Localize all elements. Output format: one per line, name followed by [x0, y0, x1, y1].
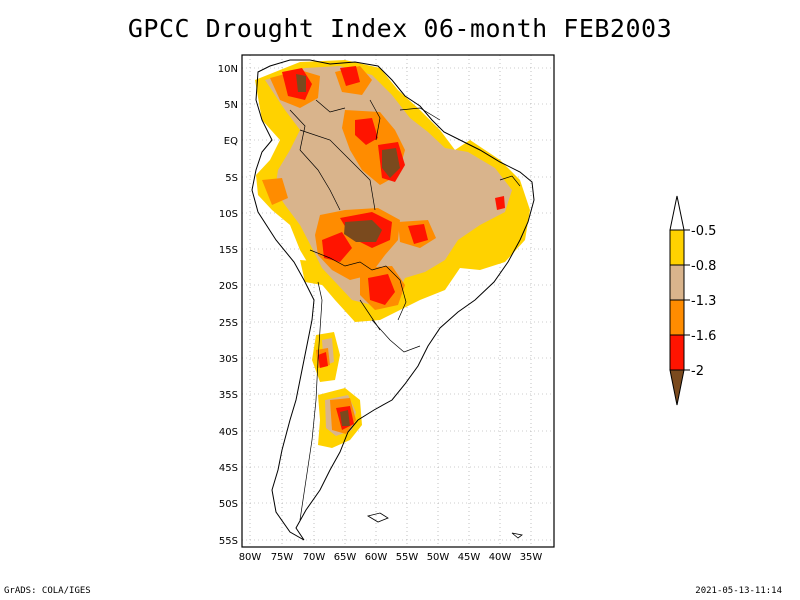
- lon-label-55w: 55W: [396, 552, 419, 563]
- footer-timestamp: 2021-05-13-11:14: [695, 586, 782, 596]
- colorbar-label-3: -1.6: [691, 329, 716, 344]
- colorbar-label-0: -0.5: [691, 224, 716, 239]
- lat-axis: 10N 5N EQ 5S 10S 15S 20S 25S 30S 35S 40S…: [218, 64, 238, 547]
- drought-shading-brown: [296, 74, 400, 426]
- lon-label-40w: 40W: [489, 552, 512, 563]
- map-title: GPCC Drought Index 06-month FEB2003: [127, 14, 673, 43]
- country-borders: [289, 99, 521, 521]
- colorbar-swatch-tan: [669, 264, 685, 301]
- lon-axis: 80W 75W 70W 65W 60W 55W 50W 45W 40W 35W: [239, 552, 543, 563]
- colorbar-label-1: -0.8: [691, 259, 716, 274]
- lat-label-10s: 10S: [219, 209, 238, 220]
- lat-label-25s: 25S: [219, 318, 238, 329]
- lat-label-10n: 10N: [218, 64, 238, 75]
- colorbar-swatch-yellow: [669, 229, 685, 266]
- lat-label-20s: 20S: [219, 281, 238, 292]
- colorbar-cap-bottom: [669, 369, 685, 406]
- south-georgia: [511, 532, 523, 539]
- colorbar-label-4: -2: [691, 364, 704, 379]
- lon-label-50w: 50W: [427, 552, 450, 563]
- lat-label-45s: 45S: [219, 463, 238, 474]
- lon-label-60w: 60W: [365, 552, 388, 563]
- lat-label-15s: 15S: [219, 245, 238, 256]
- continent-outline: [251, 59, 535, 541]
- lat-label-30s: 30S: [219, 354, 238, 365]
- lat-label-55s: 55S: [219, 536, 238, 547]
- colorbar-swatch-orange: [669, 299, 685, 336]
- colorbar-cap-top: [669, 195, 685, 231]
- lon-label-80w: 80W: [239, 552, 262, 563]
- lat-label-40s: 40S: [219, 427, 238, 438]
- colorbar: -0.5 -0.8 -1.3 -1.6 -2: [669, 195, 716, 406]
- lon-label-45w: 45W: [458, 552, 481, 563]
- lon-label-35w: 35W: [520, 552, 543, 563]
- lat-label-eq: EQ: [224, 136, 238, 147]
- lon-label-65w: 65W: [334, 552, 357, 563]
- lon-label-75w: 75W: [271, 552, 294, 563]
- colorbar-label-2: -1.3: [691, 294, 716, 309]
- colorbar-swatch-red: [669, 334, 685, 371]
- lat-label-5s: 5S: [225, 173, 238, 184]
- footer-credit: GrADS: COLA/IGES: [4, 586, 91, 596]
- lat-label-5n: 5N: [224, 100, 238, 111]
- lon-label-70w: 70W: [303, 552, 326, 563]
- lat-label-50s: 50S: [219, 499, 238, 510]
- falkland-islands: [366, 512, 389, 523]
- lat-label-35s: 35S: [219, 390, 238, 401]
